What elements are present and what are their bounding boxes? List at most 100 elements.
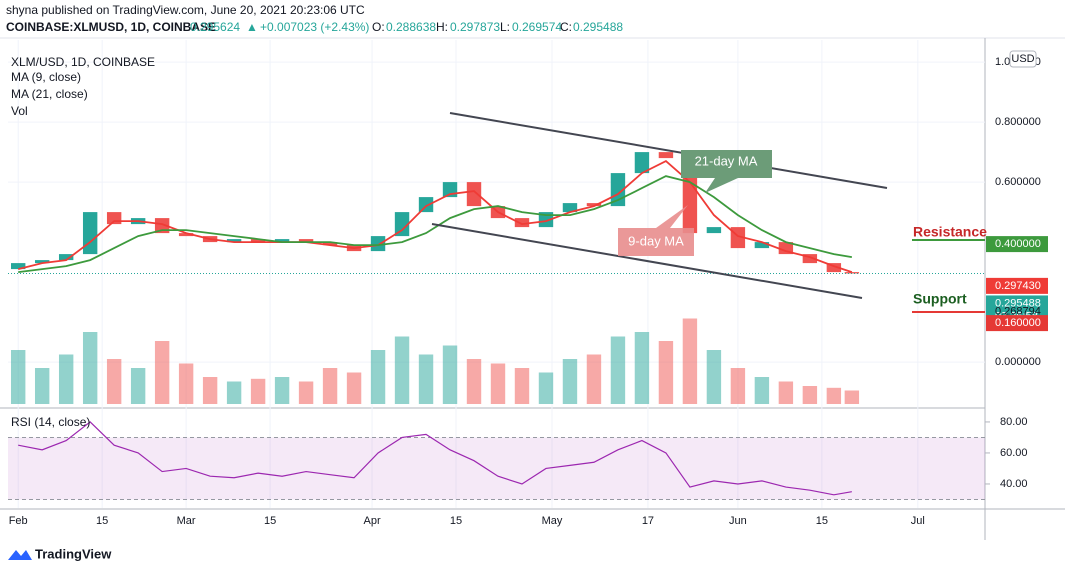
x-tick-label: 15 — [264, 515, 276, 527]
volume-bar — [802, 386, 818, 404]
candle-body — [226, 239, 242, 243]
price-tag-box — [986, 315, 1048, 332]
callout-9 — [618, 205, 694, 256]
candle-body — [706, 227, 722, 234]
x-tick-label: Mar — [177, 515, 196, 527]
volume-bar — [826, 387, 842, 404]
volume-bar — [202, 377, 218, 404]
h-label: H: — [436, 20, 448, 34]
volume-bar — [490, 363, 506, 404]
volume-bar — [130, 368, 146, 404]
symbol: COINBASE:XLMUSD, 1D, COINBASE — [6, 20, 216, 34]
volume-bar — [82, 332, 98, 404]
price-tag-box — [986, 277, 1048, 294]
volume-bar — [154, 341, 170, 404]
volume-bar — [610, 336, 626, 404]
marks: 1.0000000.8000000.6000000.000000Feb15Mar… — [8, 40, 1048, 527]
price-tag-label: 0.297430 — [995, 280, 1041, 292]
volume-bar — [634, 332, 650, 404]
candle-body — [394, 212, 410, 237]
c: 0.295488 — [573, 20, 623, 34]
x-tick-label: 15 — [450, 515, 462, 527]
candle-body — [250, 239, 266, 243]
candle-body — [826, 263, 842, 273]
volume-bar — [298, 381, 314, 404]
volume-bar — [10, 350, 26, 404]
annotation: Support — [913, 291, 967, 307]
rsi-line — [18, 421, 852, 496]
candle-body — [802, 254, 818, 264]
volume-bar — [442, 345, 458, 404]
x-tick-label: Jun — [729, 515, 747, 527]
volume-bar — [514, 368, 530, 404]
volume-bar — [466, 359, 482, 404]
x-tick-label: 17 — [642, 515, 654, 527]
ma-line — [17, 160, 853, 273]
candle-body — [178, 233, 194, 237]
legend-entry: MA (21, close) — [11, 87, 88, 101]
volume-bar — [562, 359, 578, 404]
x-tick-label: Feb — [9, 515, 28, 527]
candle-body — [370, 236, 386, 252]
annotation: Resistance — [913, 224, 987, 240]
x-tick-label: May — [542, 515, 563, 527]
o: 0.288638 — [386, 20, 436, 34]
x-tick-label: Jul — [911, 515, 925, 527]
candle-body — [34, 260, 50, 264]
currency[interactable]: USD — [1011, 53, 1034, 65]
volume-bar — [346, 372, 362, 404]
candle-body — [844, 272, 860, 274]
arrow: ▲ — [246, 20, 258, 34]
o-label: O: — [372, 20, 385, 34]
candle-body — [274, 239, 290, 243]
candle-body — [466, 182, 482, 207]
volume-bar — [178, 363, 194, 404]
publisher: shyna published on TradingView.com, June… — [6, 3, 365, 17]
annotation: 9-day MA — [628, 233, 684, 248]
volume-bar — [844, 390, 860, 404]
x-tick-label: Apr — [363, 515, 380, 527]
candle-body — [418, 197, 434, 213]
legend-entry: RSI (14, close) — [11, 415, 90, 429]
price-tag-label: 0.268794 — [995, 305, 1041, 317]
candle-body — [58, 254, 74, 261]
rsi-tick-label: 80.00 — [1000, 416, 1028, 428]
volume-bar — [658, 341, 674, 404]
volume-bar — [418, 354, 434, 404]
price-tag-label: 0.400000 — [995, 238, 1041, 250]
volume-bar — [778, 381, 794, 404]
volume-bar — [394, 336, 410, 404]
price-tag-box — [986, 236, 1048, 253]
legend-title: XLM/USD, 1D, COINBASE — [11, 55, 155, 69]
volume-bar — [250, 378, 266, 404]
rsi-tick-label: 60.00 — [1000, 447, 1028, 459]
ohlc-line: COINBASE:XLMUSD, 1D, COINBASE 0.295624 ▲… — [6, 20, 623, 34]
candle-body — [634, 152, 650, 174]
volume-bar — [706, 350, 722, 404]
currency-box[interactable] — [1009, 50, 1037, 68]
y-tick-label: 0.600000 — [995, 176, 1041, 188]
price-tag-label: 0.295488 — [995, 297, 1041, 309]
candle-body — [514, 218, 530, 228]
candle-body — [322, 242, 338, 246]
volume-bar — [370, 350, 386, 404]
volume-bar — [586, 354, 602, 404]
rsi-tick-label: 40.00 — [1000, 478, 1028, 490]
logo — [8, 550, 32, 560]
volume-bar — [106, 359, 122, 404]
l-label: L: — [500, 20, 510, 34]
channel-upper — [449, 112, 888, 189]
volume-bar — [322, 368, 338, 404]
brand: TradingView — [35, 546, 112, 561]
volume-bar — [274, 377, 290, 404]
h: 0.297873 — [450, 20, 500, 34]
rsi-band — [8, 437, 985, 500]
volume-bar — [226, 381, 242, 404]
volume-bar — [682, 318, 698, 404]
candle-body — [106, 212, 122, 225]
channel-lower — [431, 223, 863, 299]
last: 0.295624 — [190, 20, 240, 34]
volume-bar — [538, 372, 554, 404]
candle-body — [10, 263, 26, 270]
candle-body — [562, 203, 578, 213]
